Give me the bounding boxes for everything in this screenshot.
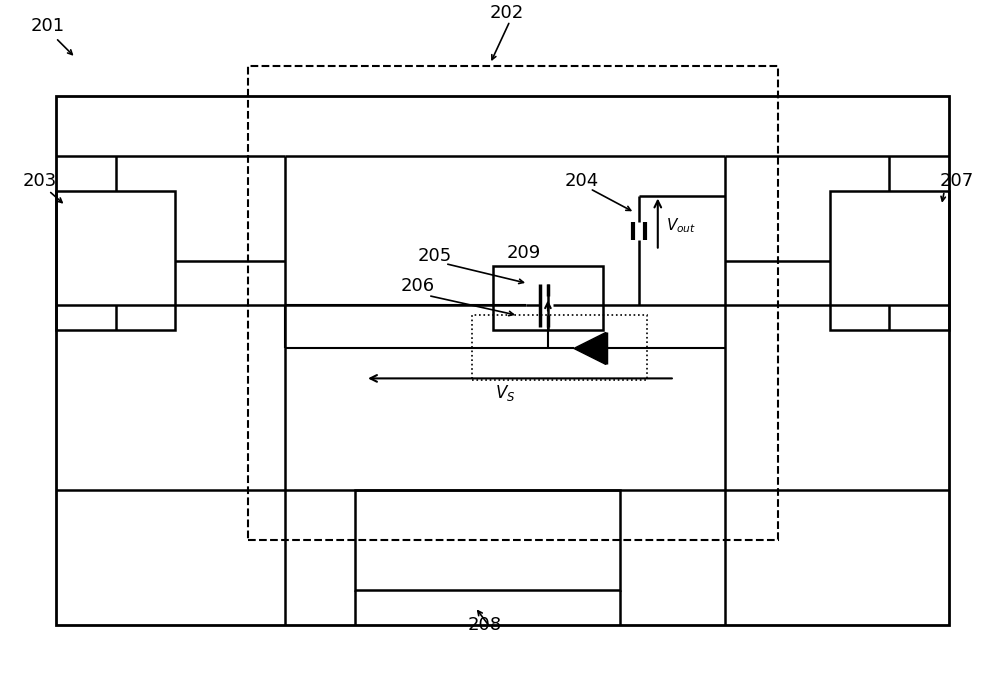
Polygon shape	[574, 333, 606, 364]
Bar	[493, 265, 603, 331]
Text: 209: 209	[507, 244, 541, 262]
Text: 203: 203	[23, 171, 57, 190]
Bar	[56, 96, 949, 625]
Text: $V_{out}$: $V_{out}$	[666, 216, 696, 235]
Bar	[472, 315, 647, 381]
Text: 202: 202	[490, 4, 524, 22]
Text: 206: 206	[400, 277, 434, 294]
Bar	[830, 190, 949, 331]
Bar	[56, 190, 175, 331]
Bar	[355, 490, 620, 590]
Text: 205: 205	[418, 246, 452, 265]
Text: 208: 208	[468, 616, 502, 634]
Text: $V_S$: $V_S$	[495, 383, 515, 404]
Bar	[248, 66, 778, 540]
Text: 201: 201	[31, 17, 65, 35]
Text: 207: 207	[939, 171, 974, 190]
Text: 204: 204	[565, 171, 599, 190]
